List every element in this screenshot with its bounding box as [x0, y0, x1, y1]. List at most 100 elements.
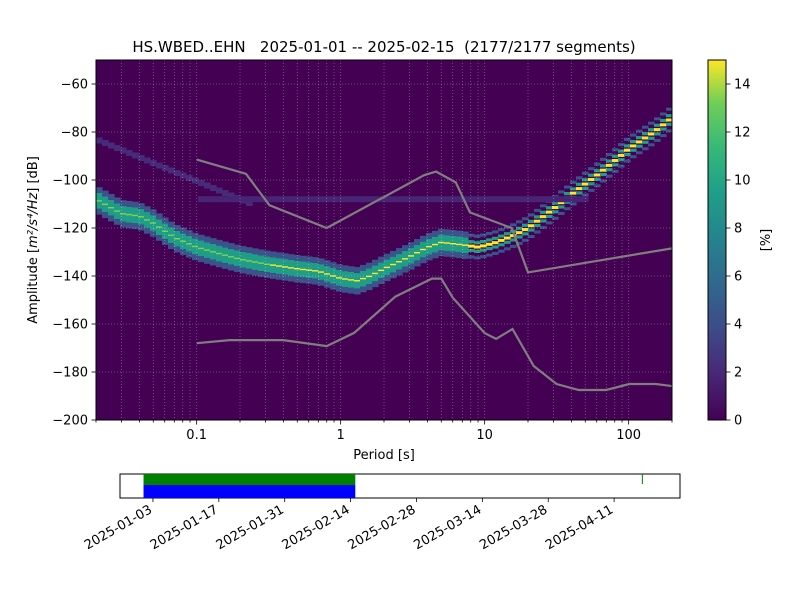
heatmap-cell	[570, 202, 577, 206]
heatmap-cell	[348, 266, 355, 272]
grid-lines	[96, 60, 672, 420]
heatmap-cell	[642, 136, 649, 140]
heatmap-cell	[336, 196, 343, 203]
heatmap-cell	[120, 221, 127, 228]
heatmap-cell	[378, 268, 385, 272]
heatmap-cell	[576, 182, 583, 186]
heatmap-cell	[120, 205, 127, 214]
heatmap-cell	[630, 148, 637, 152]
heatmap-cell	[660, 123, 667, 127]
heatmap-cell	[456, 245, 463, 253]
heatmap-cell	[450, 196, 457, 203]
heatmap-cell	[456, 252, 463, 259]
heatmap-cell	[300, 196, 307, 203]
heatmap-cell	[180, 233, 187, 241]
heatmap-cell	[372, 274, 379, 282]
heatmap-cell	[264, 196, 271, 203]
heatmap-cell	[96, 187, 103, 193]
heatmap-cell	[168, 236, 175, 244]
heatmap-cell	[318, 196, 325, 203]
heatmap-cell	[282, 259, 289, 267]
heatmap-cell	[174, 170, 181, 177]
heatmap-cell	[342, 279, 349, 287]
heatmap-cell	[444, 243, 451, 251]
heatmap-cell	[144, 206, 151, 213]
heatmap-cell	[270, 265, 277, 274]
heatmap-cell	[306, 268, 313, 272]
heatmap-cell	[582, 196, 589, 203]
heatmap-cell	[540, 219, 547, 223]
heatmap-cell	[660, 112, 667, 116]
heatmap-cell	[666, 118, 672, 122]
heatmap-cell	[258, 249, 265, 256]
heatmap-cell	[510, 196, 517, 203]
heatmap-cell	[600, 179, 607, 183]
heatmap-cell	[558, 201, 565, 205]
heatmap-cell	[150, 230, 157, 237]
heatmap-cell	[618, 149, 625, 153]
coverage-tick-label: 2025-02-14	[280, 502, 353, 553]
heatmap-cell	[636, 140, 643, 144]
heatmap-cell	[594, 169, 601, 173]
heatmap-cell	[108, 142, 115, 149]
heatmap-cell	[162, 165, 169, 172]
heatmap-cell	[426, 254, 433, 261]
heatmap-cell	[216, 239, 223, 246]
heatmap-cell	[660, 127, 667, 131]
heatmap-cell	[366, 268, 373, 276]
heatmap-cell	[300, 255, 307, 262]
heatmap-cell	[582, 171, 589, 175]
heatmap-cell	[366, 277, 373, 285]
heatmap-cell	[342, 271, 349, 279]
heatmap-cell	[348, 287, 355, 294]
heatmap-cell	[216, 254, 223, 262]
heatmap-cell	[540, 225, 547, 229]
heatmap-cell	[144, 218, 151, 222]
heatmap-cell	[204, 250, 211, 259]
heatmap-cell	[276, 196, 283, 203]
colorbar-tick-label: 4	[734, 318, 742, 333]
heatmap-cell	[474, 196, 481, 203]
reference-model-nlnm	[196, 277, 672, 392]
heatmap-cell	[108, 206, 115, 210]
heatmap-cell	[360, 270, 367, 278]
heatmap-cell	[576, 191, 583, 195]
heatmap-cell	[168, 233, 175, 237]
heatmap-cell	[150, 160, 157, 167]
heatmap-cell	[114, 145, 121, 152]
heatmap-cell	[606, 153, 613, 157]
coverage-tick-label: 2025-03-28	[477, 502, 550, 553]
heatmap-cell	[318, 270, 325, 274]
heatmap-cell	[108, 208, 115, 216]
heatmap-cell	[498, 238, 505, 242]
heatmap-cell	[612, 148, 619, 152]
heatmap-cell	[204, 196, 211, 203]
coverage-tick-label: 2025-04-11	[543, 502, 616, 553]
heatmap-cell	[288, 259, 295, 268]
heatmap-cell	[312, 257, 319, 263]
y-axis-label-unit: m²/s⁴/Hz	[26, 192, 41, 248]
heatmap-cell	[426, 247, 433, 255]
heatmap-cell	[132, 207, 139, 215]
heatmap-cell	[468, 233, 475, 237]
heatmap-cell	[294, 260, 301, 269]
heatmap-cell	[588, 188, 595, 192]
heatmap-cell	[228, 192, 235, 199]
heatmap-cell	[372, 196, 379, 203]
heatmap-cell	[570, 180, 577, 184]
heatmap-cell	[126, 213, 133, 217]
heatmap-cell	[180, 172, 187, 179]
heatmap-cell	[438, 250, 445, 257]
heatmap-cell	[96, 199, 103, 203]
heatmap-cell	[132, 213, 139, 217]
heatmap-cell	[108, 199, 115, 207]
heatmap-cell	[372, 271, 379, 275]
heatmap-cell	[624, 159, 631, 163]
heatmap-cell	[660, 134, 667, 138]
heatmap-cell	[258, 271, 265, 277]
heatmap-cell	[396, 262, 403, 270]
heatmap-cell	[156, 235, 163, 241]
heatmap-cell	[348, 196, 355, 203]
y-tick-label: −60	[61, 78, 88, 93]
